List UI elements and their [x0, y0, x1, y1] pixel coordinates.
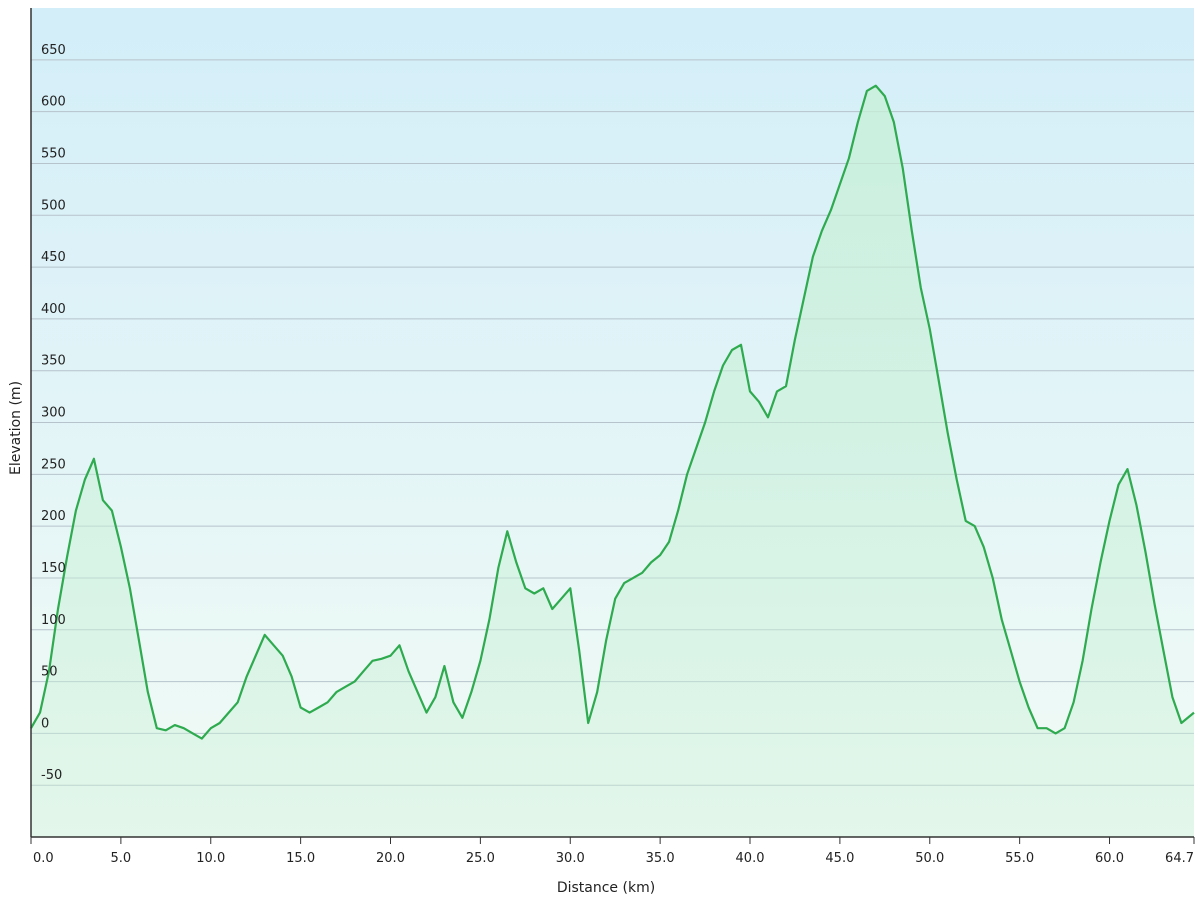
- y-tick-label: -50: [41, 768, 62, 783]
- y-tick-label: 100: [41, 613, 66, 628]
- elevation-area-fill: [31, 85, 1194, 837]
- x-tick-label: 25.0: [466, 851, 495, 866]
- x-ticks: 0.0 5.0 10.0 15.0 20.0 25.0 30.0 35.0 40.0 45.0 50…: [30, 837, 1195, 866]
- y-tick-label: 650: [41, 43, 66, 58]
- x-tick-label: 0.0: [33, 851, 54, 866]
- y-tick-label: 300: [41, 406, 66, 421]
- y-tick-label: 350: [41, 354, 66, 369]
- y-tick-label: 500: [41, 198, 66, 213]
- x-tick-label: 40.0: [736, 851, 765, 866]
- x-tick-label: 30.0: [556, 851, 585, 866]
- y-tick-label: 0: [41, 716, 49, 731]
- x-tick-label: 10.0: [196, 851, 225, 866]
- y-tick-label: 600: [41, 95, 66, 110]
- y-tick-label: 550: [41, 146, 66, 161]
- x-tick-label: 60.0: [1095, 851, 1124, 866]
- x-tick-label: 20.0: [376, 851, 405, 866]
- y-tick-labels: 650600550500450400350300250200150100500-…: [41, 43, 66, 783]
- y-axis-title: Elevation (m): [8, 381, 24, 475]
- x-tick-label: 64.7: [1165, 851, 1194, 866]
- y-tick-label: 150: [41, 561, 66, 576]
- x-axis-title: Distance (km): [557, 880, 655, 896]
- x-tick-label: 45.0: [825, 851, 854, 866]
- x-tick-label: 15.0: [286, 851, 315, 866]
- y-tick-label: 200: [41, 509, 66, 524]
- elevation-line: [30, 84, 1195, 740]
- y-tick-label: 250: [41, 457, 66, 472]
- y-tick-label: 450: [41, 250, 66, 265]
- y-tick-label: 50: [41, 665, 58, 680]
- x-tick-label: 35.0: [646, 851, 675, 866]
- y-tick-label: 400: [41, 302, 66, 317]
- x-tick-label: 50.0: [915, 851, 944, 866]
- x-tick-label: 5.0: [111, 851, 132, 866]
- x-tick-label: 55.0: [1005, 851, 1034, 866]
